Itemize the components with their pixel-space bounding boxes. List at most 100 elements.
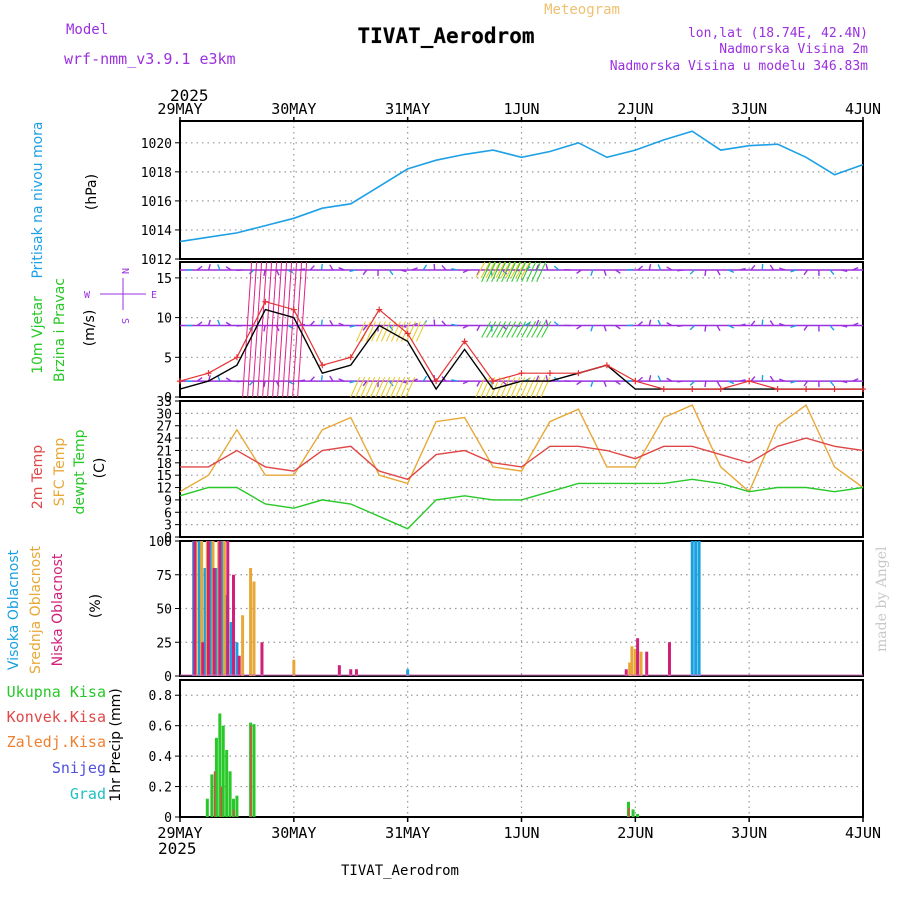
compass-n: N xyxy=(119,268,130,274)
date-label-top: 1JUN xyxy=(503,100,539,118)
wind-hatch xyxy=(356,377,365,397)
gust-marker xyxy=(803,386,809,392)
wind-barb xyxy=(591,381,593,387)
model-label: Model xyxy=(66,22,108,38)
wind-barb xyxy=(264,326,265,332)
wind-hatch xyxy=(522,322,531,338)
date-label-top: 3JUN xyxy=(731,100,767,118)
wind-barb xyxy=(546,375,547,381)
cloud-bar xyxy=(691,541,694,676)
cloud-bar xyxy=(223,541,226,676)
cloud-bar xyxy=(238,656,241,676)
precip-bar xyxy=(233,809,235,817)
wind-barb xyxy=(649,320,650,326)
precip-bar xyxy=(235,796,238,817)
ytick-label: 1016 xyxy=(141,195,172,210)
wind-hatch xyxy=(381,377,390,397)
wind-barb xyxy=(322,264,323,270)
gust-marker xyxy=(262,299,268,305)
wind-hatch xyxy=(386,377,395,397)
date-label-bottom: 31MAY xyxy=(385,824,430,842)
ytick-label: 1020 xyxy=(141,137,172,152)
ytick-label: 33 xyxy=(156,395,172,410)
wind-barb xyxy=(330,320,333,325)
wind-hatch xyxy=(532,262,541,282)
wind-barb xyxy=(536,320,538,326)
gust-marker xyxy=(547,370,553,376)
wind-barb xyxy=(591,326,593,332)
cloud-bar xyxy=(201,642,204,676)
wind-barb xyxy=(218,320,220,326)
cloud-bar xyxy=(241,615,244,676)
wind-hatch xyxy=(497,322,506,338)
date-label-top: 2JUN xyxy=(617,100,653,118)
ylabel-hpa: (hPa) xyxy=(84,174,100,210)
coords: lon,lat (18.74E, 42.4N) xyxy=(688,26,868,41)
wind-barb xyxy=(717,326,720,331)
wind-hatch xyxy=(542,322,551,338)
precip-bar xyxy=(206,799,209,817)
wind-barb xyxy=(546,320,547,326)
precip-bar xyxy=(229,771,232,817)
ylabel-pressure: Pritisak na nivou mora xyxy=(30,121,46,278)
wind-barb xyxy=(649,375,650,381)
ylabel-c: (C) xyxy=(92,458,108,479)
compass-s: S xyxy=(119,318,130,324)
ylabel-wind-1: 10m Vjetar xyxy=(30,296,46,374)
wind-barb xyxy=(423,376,426,381)
wind-barb xyxy=(705,270,706,276)
ytick-label: 1012 xyxy=(141,253,172,268)
panel-frame xyxy=(180,121,863,259)
wind-hatch xyxy=(366,377,375,397)
wind-barb xyxy=(591,270,593,276)
date-label-top: 30MAY xyxy=(271,100,316,118)
ylabel-sfc: SFC Temp xyxy=(52,438,68,507)
wind-hatch xyxy=(288,262,297,397)
cloud-bar xyxy=(249,568,252,676)
precip-bar xyxy=(628,808,630,817)
wind-hatch xyxy=(516,377,525,397)
gust-marker xyxy=(860,386,866,392)
wind-hatch xyxy=(487,322,496,338)
wind-hatch xyxy=(401,377,410,397)
precip-bar xyxy=(225,750,228,817)
precip-bar xyxy=(221,787,223,817)
wind-barb xyxy=(477,326,480,331)
cloud-bar xyxy=(252,582,255,677)
ytick-label: 0.6 xyxy=(149,720,172,735)
wind-hatch xyxy=(541,377,550,397)
ytick-label: 0 xyxy=(164,670,172,685)
date-label-bottom: 30MAY xyxy=(271,824,316,842)
precip-bar xyxy=(222,726,225,817)
date-label-bottom: 29MAY xyxy=(157,824,202,842)
dewpt-line xyxy=(180,479,863,529)
cloud-bar xyxy=(292,660,295,676)
date-label-bottom: 4JUN xyxy=(845,824,881,842)
gust-marker xyxy=(234,354,240,360)
precip-bar xyxy=(636,814,639,817)
ytick-label: 0.4 xyxy=(149,750,173,765)
wind-barb xyxy=(209,264,211,270)
precip-bar xyxy=(214,771,216,817)
date-label-top: 31MAY xyxy=(385,100,430,118)
wind-hatch xyxy=(298,262,307,397)
wind-barb xyxy=(237,381,243,382)
wind-barb xyxy=(546,264,547,270)
wind-hatch xyxy=(532,322,541,338)
model-height: Nadmorska Visina u modelu 346.83m xyxy=(610,59,868,74)
wind-barb xyxy=(604,381,606,387)
ylabel-precip: 1hr Precip (mm) xyxy=(108,688,124,801)
cloud-bar xyxy=(213,568,216,676)
cloud-bar xyxy=(645,652,648,676)
gust-marker xyxy=(205,370,211,376)
gust-marker xyxy=(718,386,724,392)
precip-legend-label: Zaledj.Kisa xyxy=(7,733,106,751)
gust-marker xyxy=(661,386,667,392)
ylabel-ms: (m/s) xyxy=(82,310,98,347)
ytick-label: 0.2 xyxy=(149,781,172,796)
meteogram-label: Meteogram xyxy=(544,2,620,18)
compass-w: W xyxy=(84,290,91,301)
ylabel-wind-2: Brzina i Pravac xyxy=(52,278,68,382)
wind-barb xyxy=(677,381,683,382)
ylabel-niska: Niska Oblacnost xyxy=(50,553,66,666)
